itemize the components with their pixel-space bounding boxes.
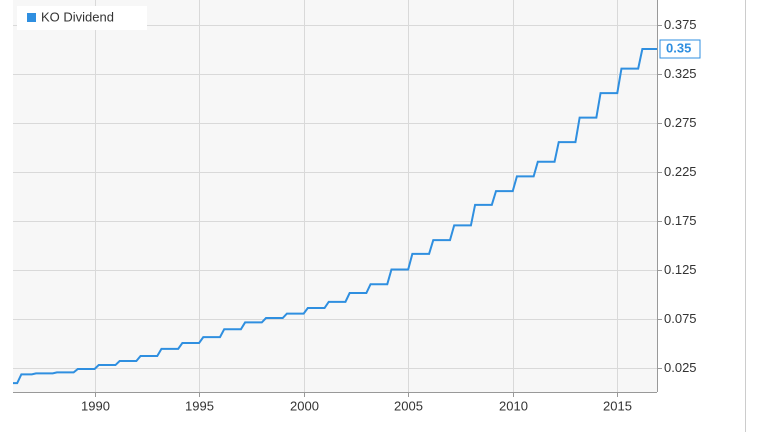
y-tick-label: 0.175 xyxy=(664,213,697,228)
legend-label: KO Dividend xyxy=(41,9,114,24)
y-tick-label: 0.075 xyxy=(664,311,697,326)
x-tick-label: 1995 xyxy=(185,398,214,413)
legend-swatch xyxy=(27,13,36,22)
y-tick-label: 0.275 xyxy=(664,115,697,130)
x-tick-label: 2005 xyxy=(394,398,423,413)
legend-box xyxy=(17,6,147,30)
x-tick-label: 1990 xyxy=(81,398,110,413)
plot-area xyxy=(13,0,657,392)
x-tick-label: 2015 xyxy=(603,398,632,413)
y-tick-label: 0.325 xyxy=(664,66,697,81)
x-tick-label: 2010 xyxy=(499,398,528,413)
y-tick-label: 0.025 xyxy=(664,360,697,375)
y-tick-label: 0.375 xyxy=(664,17,697,32)
last-value-box xyxy=(659,39,701,59)
last-value-label: 0.35 xyxy=(666,40,691,55)
data-line xyxy=(13,48,657,385)
x-tick-label: 2000 xyxy=(290,398,319,413)
y-tick-label: 0.225 xyxy=(664,164,697,179)
y-tick-label: 0.125 xyxy=(664,262,697,277)
